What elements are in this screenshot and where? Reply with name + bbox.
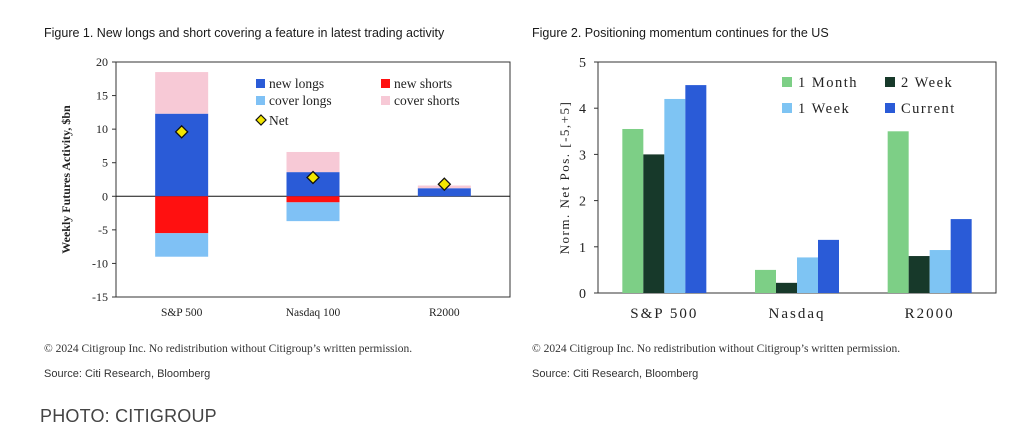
x-tick-label: R2000 [905, 306, 955, 322]
figure-1-title: Figure 1. New longs and short covering a… [44, 26, 445, 40]
bar-current-s-p-500 [685, 85, 707, 293]
bar-1-month-r2000 [887, 131, 909, 293]
bar-1-week-s-p-500 [664, 98, 686, 294]
bar-cover-shorts-nasdaq-100 [286, 151, 340, 173]
legend-swatch-new-shorts [381, 79, 390, 88]
figure-2-copyright: © 2024 Citigroup Inc. No redistribution … [532, 343, 901, 355]
bar-new-shorts-s-p-500 [155, 196, 209, 234]
figure-1-panel: Figure 1. New longs and short covering a… [0, 0, 520, 395]
figure-1-source: Source: Citi Research, Bloomberg [44, 368, 211, 380]
legend-swatch-new-longs [256, 79, 265, 88]
legend-label-1-week: 1 Week [798, 101, 850, 117]
y-tick-label: -5 [98, 223, 108, 237]
legend-label-new-shorts: new shorts [394, 76, 452, 91]
bar-2-week-s-p-500 [643, 154, 665, 293]
y-axis-label: Norm. Net Pos. [-5,+5] [557, 101, 572, 255]
legend-label-net: Net [269, 113, 289, 128]
legend-label-2-week: 2 Week [901, 75, 953, 91]
legend-swatch-1-month [782, 77, 792, 87]
bar-1-week-r2000 [929, 250, 951, 293]
bar-cover-longs-s-p-500 [155, 233, 209, 257]
bar-1-month-s-p-500 [622, 128, 644, 293]
y-tick-label: -10 [92, 256, 108, 270]
net-marker-nasdaq-100 [306, 170, 320, 185]
photo-credit: PHOTO: CITIGROUP [40, 406, 217, 426]
bar-new-longs-r2000 [417, 188, 471, 197]
y-tick-label: 0 [102, 189, 108, 203]
bar-current-r2000 [950, 219, 972, 293]
bar-current-nasdaq [818, 239, 839, 293]
y-tick-label: 4 [579, 102, 586, 117]
legend-swatch-cover-longs [256, 96, 265, 105]
y-tick-label: 5 [102, 156, 108, 170]
figure-1-copyright: © 2024 Citigroup Inc. No redistribution … [44, 343, 413, 355]
net-marker-r2000 [437, 177, 452, 192]
legend-swatch-2-week [885, 77, 895, 87]
y-axis-label: Weekly Futures Activity, $bn [59, 105, 73, 254]
legend-swatch-cover-shorts [381, 96, 390, 105]
bar-cover-longs-nasdaq-100 [286, 202, 340, 222]
legend-label-new-longs: new longs [269, 76, 324, 91]
figure-2-panel: Figure 2. Positioning momentum continues… [520, 0, 1029, 395]
figure-2-source: Source: Citi Research, Bloomberg [532, 368, 699, 380]
x-tick-label: S&P 500 [630, 306, 698, 322]
legend-swatch-current [885, 103, 895, 113]
bar-2-week-r2000 [908, 256, 930, 293]
legend-swatch-1-week [782, 103, 792, 113]
y-tick-label: 20 [96, 55, 108, 69]
y-tick-label: -15 [92, 290, 108, 304]
bar-new-shorts-nasdaq-100 [286, 196, 340, 203]
y-tick-label: 5 [579, 56, 586, 71]
legend-label-cover-shorts: cover shorts [394, 93, 460, 108]
bar-1-week-nasdaq [797, 257, 818, 293]
bar-cover-shorts-s-p-500 [155, 72, 209, 114]
y-tick-label: 0 [579, 287, 586, 302]
y-tick-label: 3 [579, 148, 586, 163]
legend-label-1-month: 1 Month [798, 75, 858, 91]
y-tick-label: 10 [96, 122, 108, 136]
figure-2-title: Figure 2. Positioning momentum continues… [532, 26, 829, 40]
y-tick-label: 1 [579, 241, 586, 256]
legend-swatch-net [255, 114, 267, 126]
y-tick-label: 2 [579, 195, 586, 210]
bar-1-month-nasdaq [755, 269, 776, 293]
y-tick-label: 15 [96, 89, 108, 103]
figure-2-chart: 5 4 3 2 1 0 Norm. Net Pos. [-5,+5] S&P 500 Nasda… [557, 56, 997, 322]
x-tick-label: R2000 [429, 307, 460, 319]
x-tick-label: Nasdaq 100 [286, 307, 341, 319]
legend-label-current: Current [901, 101, 956, 117]
bar-2-week-nasdaq [776, 282, 797, 293]
x-tick-label: S&P 500 [161, 307, 203, 319]
x-tick-label: Nasdaq [769, 306, 826, 322]
figure-1-chart: 20 15 10 5 0 -5 -10 -15 Weekly Futures Activity,… [59, 55, 511, 319]
legend-label-cover-longs: cover longs [269, 93, 332, 108]
net-marker-s-p-500 [174, 124, 189, 139]
plot-frame [115, 61, 511, 298]
